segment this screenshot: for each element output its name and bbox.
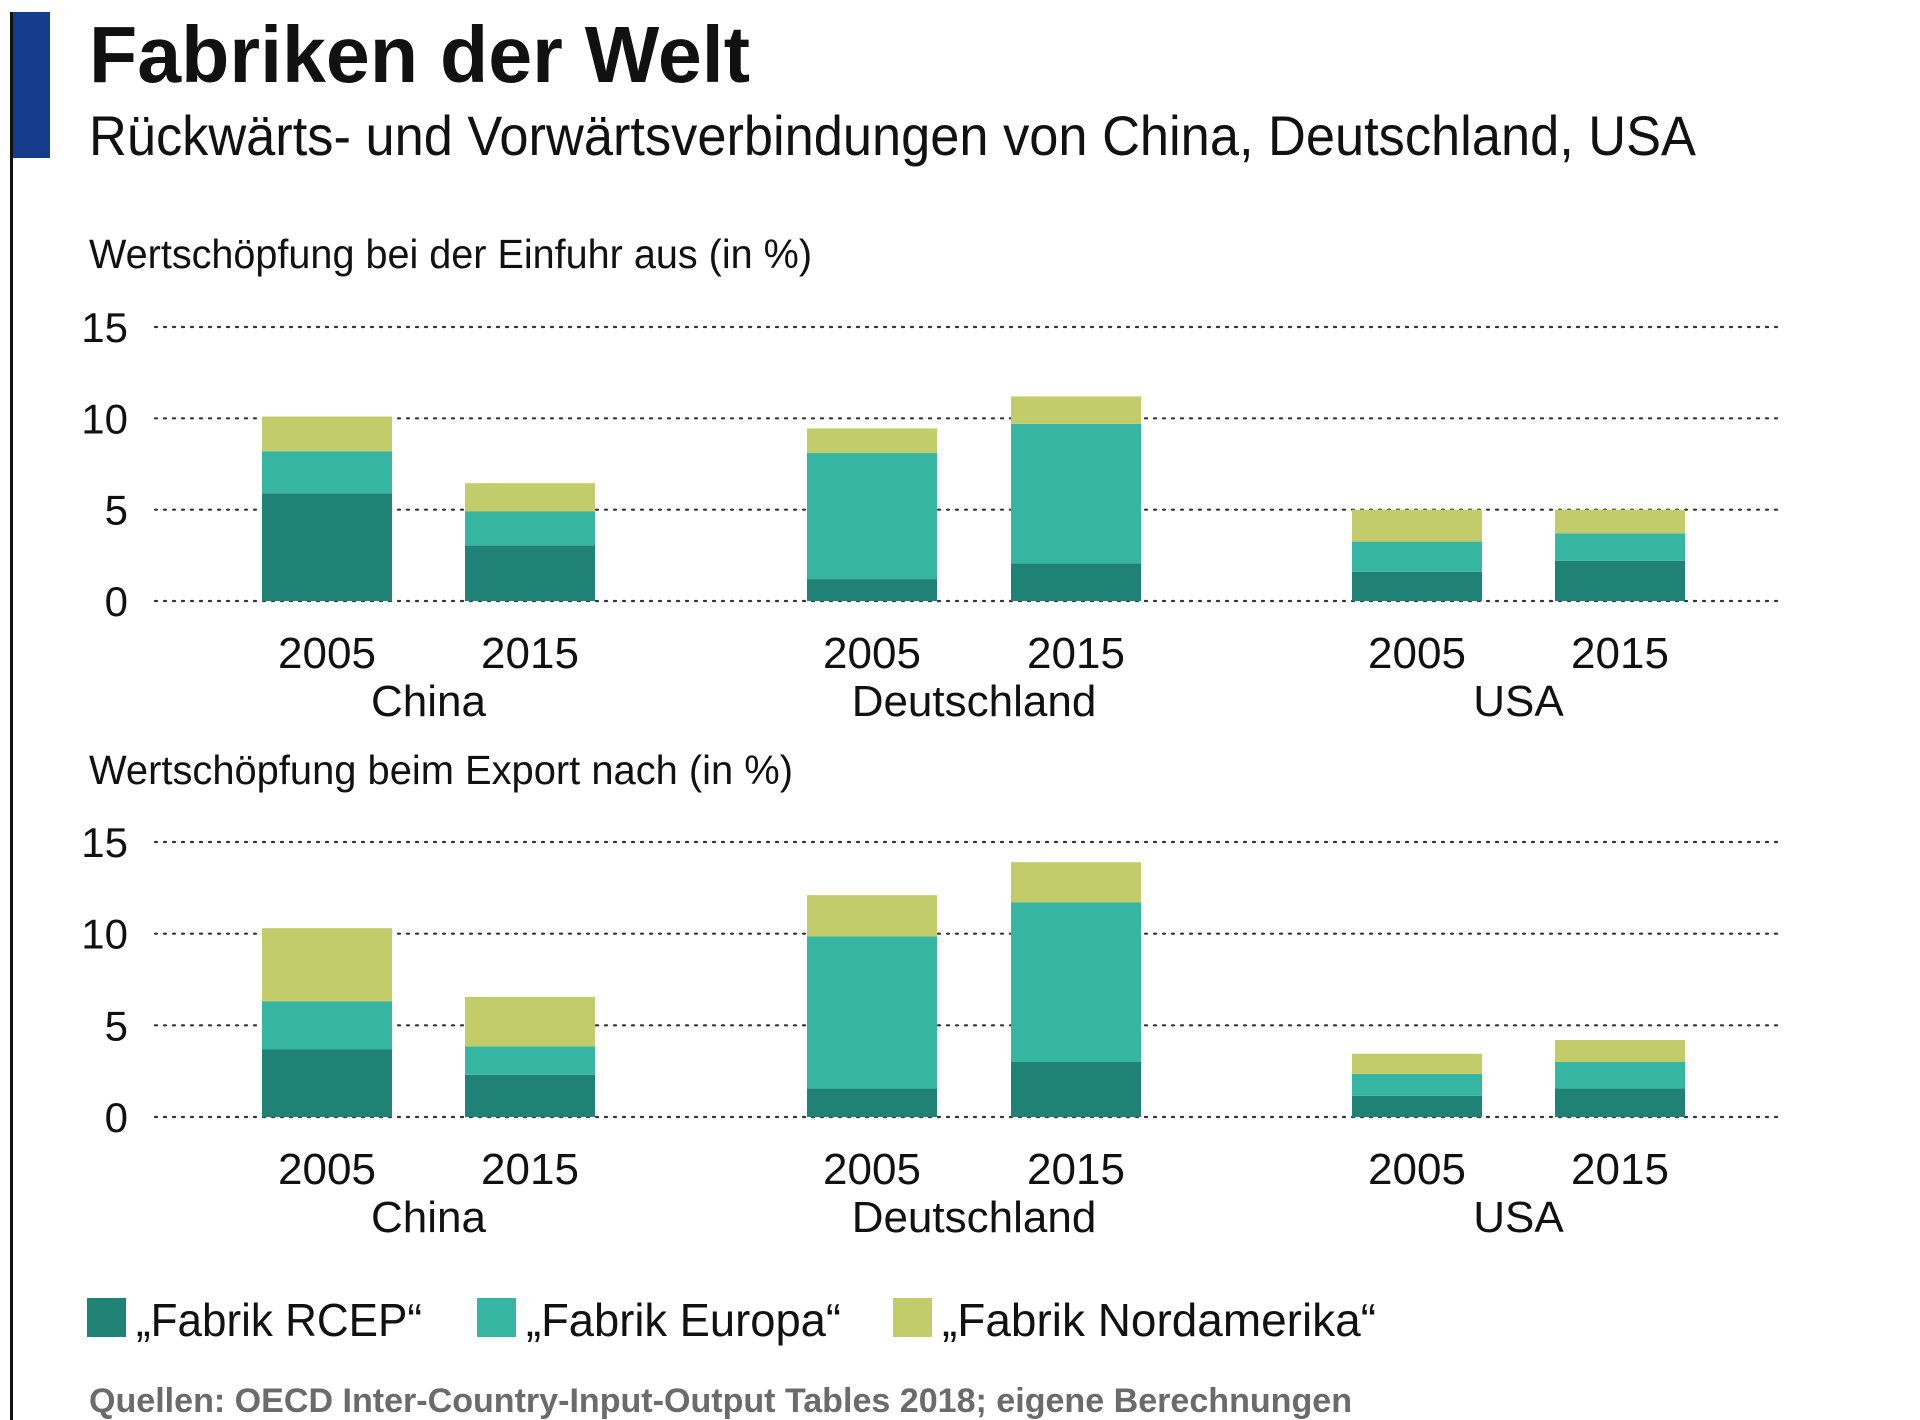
bar-segment-usa-2015-1 xyxy=(1555,1062,1685,1089)
bar-segment-usa-2015-2 xyxy=(1555,1040,1685,1062)
y-tick-label: 10 xyxy=(81,911,128,958)
bar-segment-china-2015-2 xyxy=(465,996,595,1047)
x-tick-label: 2005 xyxy=(823,1145,921,1194)
bar-segment-deutschland-2015-0 xyxy=(1011,1062,1141,1117)
legend-label-europa: „Fabrik Europa“ xyxy=(526,1294,841,1346)
bar-segment-usa-2005-2 xyxy=(1352,509,1482,542)
bar-segment-china-2005-0 xyxy=(262,1049,392,1117)
group-label: Deutschland xyxy=(852,677,1097,726)
legend-swatch-europa xyxy=(477,1298,516,1337)
panel-title: Wertschöpfung bei der Einfuhr aus (in %) xyxy=(89,231,812,277)
y-tick-label: 5 xyxy=(105,1002,128,1049)
legend-swatch-nordamerika xyxy=(893,1298,932,1337)
bar-segment-deutschland-2005-0 xyxy=(807,579,937,601)
panel-import: Wertschöpfung bei der Einfuhr aus (in %)… xyxy=(81,231,1779,726)
bar-segment-deutschland-2015-0 xyxy=(1011,563,1141,601)
group-label: USA xyxy=(1473,1193,1564,1242)
bar-segment-china-2015-0 xyxy=(465,545,595,601)
bar-segment-deutschland-2005-1 xyxy=(807,453,937,580)
group-label: Deutschland xyxy=(852,1193,1097,1242)
group-label: USA xyxy=(1473,677,1564,726)
bar-segment-usa-2005-1 xyxy=(1352,541,1482,572)
bar-segment-deutschland-2015-1 xyxy=(1011,423,1141,564)
x-tick-label: 2005 xyxy=(1368,1145,1466,1194)
y-tick-label: 0 xyxy=(105,578,128,625)
x-tick-label: 2015 xyxy=(481,1145,579,1194)
chart-title: Fabriken der Welt xyxy=(89,10,750,99)
accent-bar xyxy=(13,12,50,158)
bar-segment-china-2015-2 xyxy=(465,483,595,512)
bar-segment-usa-2015-0 xyxy=(1555,560,1685,601)
x-tick-label: 2015 xyxy=(1027,629,1125,678)
bar-segment-usa-2005-0 xyxy=(1352,571,1482,601)
bar-segment-usa-2005-1 xyxy=(1352,1073,1482,1096)
bar-segment-china-2015-1 xyxy=(465,1046,595,1075)
bar-segment-deutschland-2015-1 xyxy=(1011,902,1141,1062)
bar-segment-china-2005-0 xyxy=(262,493,392,601)
bar-segment-deutschland-2005-2 xyxy=(807,428,937,454)
y-tick-label: 15 xyxy=(81,819,128,866)
group-label: China xyxy=(371,1193,486,1242)
x-tick-label: 2005 xyxy=(823,629,921,678)
bar-segment-deutschland-2005-2 xyxy=(807,895,937,937)
bar-segment-deutschland-2005-1 xyxy=(807,936,937,1089)
bar-segment-deutschland-2015-2 xyxy=(1011,396,1141,424)
bar-segment-deutschland-2005-0 xyxy=(807,1088,937,1117)
legend-label-rcep: „Fabrik RCEP“ xyxy=(136,1294,422,1346)
x-tick-label: 2005 xyxy=(278,1145,376,1194)
bar-segment-china-2005-1 xyxy=(262,1001,392,1050)
legend: „Fabrik RCEP“ „Fabrik Europa“ „Fabrik No… xyxy=(87,1294,1376,1346)
source-note: Quellen: OECD Inter-Country-Input-Output… xyxy=(89,1382,1352,1420)
bar-segment-china-2015-0 xyxy=(465,1074,595,1117)
bar-segment-usa-2005-0 xyxy=(1352,1095,1482,1117)
y-tick-label: 10 xyxy=(81,395,128,442)
bar-segment-usa-2015-2 xyxy=(1555,509,1685,534)
y-tick-label: 0 xyxy=(105,1094,128,1141)
bar-segment-china-2015-1 xyxy=(465,511,595,546)
group-label: China xyxy=(371,677,486,726)
y-tick-label: 5 xyxy=(105,487,128,534)
bar-segment-china-2005-2 xyxy=(262,928,392,1002)
bar-segment-china-2005-1 xyxy=(262,451,392,494)
legend-label-nordamerika: „Fabrik Nordamerika“ xyxy=(942,1294,1376,1346)
bar-segment-deutschland-2015-2 xyxy=(1011,862,1141,903)
x-tick-label: 2015 xyxy=(1571,629,1669,678)
legend-swatch-rcep xyxy=(87,1298,126,1337)
chart-subtitle: Rückwärts- und Vorwärtsverbindungen von … xyxy=(89,104,1697,167)
panel-title: Wertschöpfung beim Export nach (in %) xyxy=(89,747,793,793)
bar-segment-usa-2015-1 xyxy=(1555,533,1685,561)
x-tick-label: 2005 xyxy=(1368,629,1466,678)
bar-segment-usa-2015-0 xyxy=(1555,1088,1685,1117)
bar-segment-china-2005-2 xyxy=(262,416,392,452)
y-tick-label: 15 xyxy=(81,304,128,351)
bar-segment-usa-2005-2 xyxy=(1352,1053,1482,1074)
left-rule xyxy=(10,12,13,1420)
x-tick-label: 2015 xyxy=(1027,1145,1125,1194)
x-tick-label: 2015 xyxy=(481,629,579,678)
panel-export: Wertschöpfung beim Export nach (in %) 0 5… xyxy=(81,747,1779,1242)
x-tick-label: 2015 xyxy=(1571,1145,1669,1194)
x-tick-label: 2005 xyxy=(278,629,376,678)
